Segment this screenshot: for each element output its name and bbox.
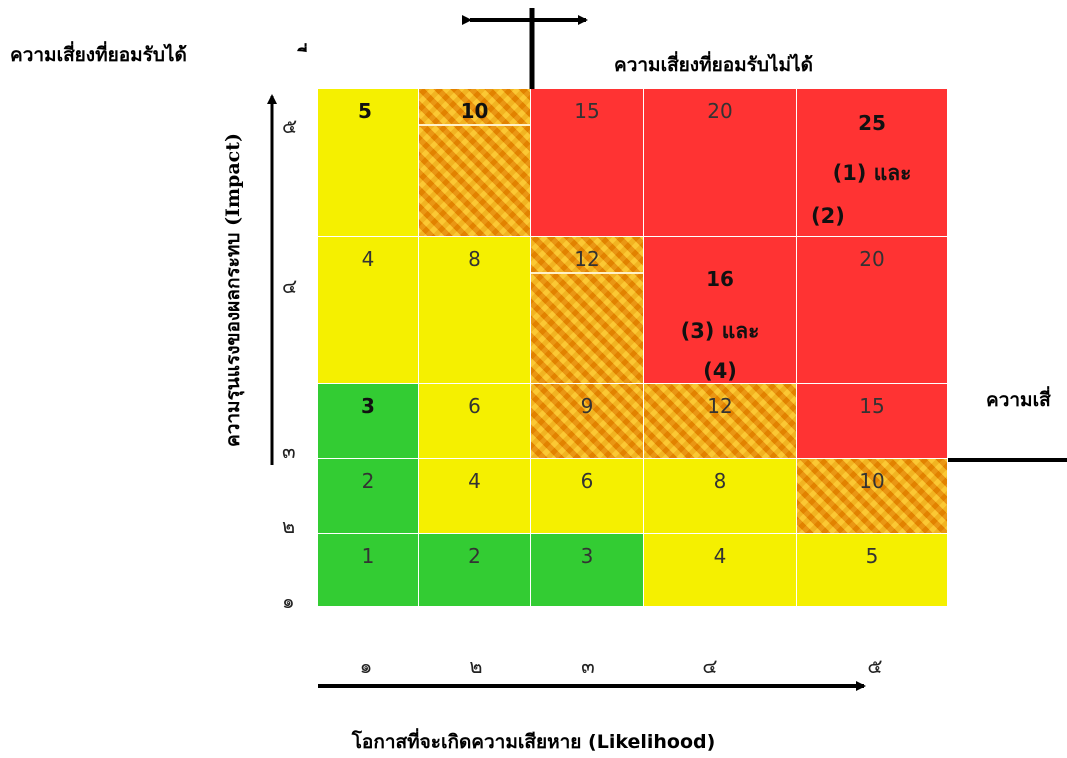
risk-cell: 15 xyxy=(797,384,948,459)
risk-score: 6 xyxy=(580,469,594,493)
x-tick-4: ๔ xyxy=(702,654,718,678)
risk-score: 5 xyxy=(358,99,372,123)
risk-note: (4) xyxy=(703,359,737,383)
acceptable-risk-label: ความเสี่ยงที่ยอมรับได้ xyxy=(10,44,187,66)
risk-score: 5 xyxy=(865,544,879,568)
y-tick-3: ๓ xyxy=(282,439,296,463)
risk-cell: 5 xyxy=(318,89,419,237)
risk-cell: 3 xyxy=(531,534,644,607)
risk-score: 3 xyxy=(580,544,594,568)
y-tick-1: ๑ xyxy=(282,589,295,613)
risk-note: (3) และ xyxy=(680,319,760,343)
risk-note: (1) และ xyxy=(832,161,912,185)
risk-cell: 16 (3) และ (4) xyxy=(644,237,797,384)
risk-cell: 4 xyxy=(318,237,419,384)
risk-score: 20 xyxy=(859,247,885,271)
risk-cell: 8 xyxy=(644,459,797,534)
y-tick-4: ๔ xyxy=(282,274,298,298)
risk-score: 3 xyxy=(361,394,375,418)
risk-score: 8 xyxy=(713,469,727,493)
risk-cell: 15 xyxy=(531,89,644,237)
risk-cell: 4 xyxy=(419,459,531,534)
risk-note: (2) xyxy=(811,204,845,228)
risk-score: 10 xyxy=(859,469,885,493)
risk-cell: 3 xyxy=(318,384,419,459)
y-axis-title: ความรุนแรงของผลกระทบ (Impact) xyxy=(222,133,244,447)
risk-score: 12 xyxy=(707,394,733,418)
risk-cell: 6 xyxy=(531,459,644,534)
x-tick-5: ๕ xyxy=(867,654,883,678)
risk-score: 1 xyxy=(361,544,375,568)
risk-cell: 9 xyxy=(531,384,644,459)
risk-score: 2 xyxy=(361,469,375,493)
risk-cell: 4 xyxy=(644,534,797,607)
risk-score: 6 xyxy=(468,394,481,418)
risk-cell: 10 xyxy=(797,459,948,534)
risk-cell: 8 xyxy=(419,237,531,384)
risk-cell: 20 xyxy=(797,237,948,384)
risk-score: 15 xyxy=(574,99,600,123)
risk-score: 10 xyxy=(460,99,489,123)
cell-divider-line xyxy=(531,272,643,274)
risk-cell: 12 xyxy=(644,384,797,459)
risk-cell: 12 xyxy=(531,237,644,384)
risk-score: 4 xyxy=(713,544,727,568)
risk-score: 25 xyxy=(858,111,886,135)
risk-score: 16 xyxy=(706,267,734,291)
risk-score: 2 xyxy=(468,544,481,568)
cell-divider-line xyxy=(419,124,530,126)
risk-cell: 10 xyxy=(419,89,531,237)
risk-cell: 25 (1) และ (2) xyxy=(797,89,948,237)
x-tick-1: ๑ xyxy=(359,654,373,678)
risk-cell: 6 xyxy=(419,384,531,459)
risk-score: 4 xyxy=(468,469,481,493)
risk-score: 9 xyxy=(580,394,594,418)
risk-cell: 20 xyxy=(644,89,797,237)
y-tick-5: ๕ xyxy=(282,114,298,138)
risk-score: 20 xyxy=(707,99,733,123)
unacceptable-risk-label: ความเสี่ยงที่ยอมรับไม่ได้ xyxy=(614,54,813,76)
risk-score: 12 xyxy=(574,247,600,271)
right-risk-fragment: ความเสี่ xyxy=(986,389,1051,411)
x-tick-3: ๓ xyxy=(581,654,595,678)
x-tick-2: ๒ xyxy=(469,654,483,678)
risk-cell: 1 xyxy=(318,534,419,607)
y-tick-2: ๒ xyxy=(282,514,296,538)
x-axis-title: โอกาสที่จะเกิดความเสียหาย (Likelihood) xyxy=(351,731,716,753)
risk-score: 15 xyxy=(859,394,885,418)
risk-cell: 5 xyxy=(797,534,948,607)
risk-score: 8 xyxy=(468,247,481,271)
risk-score: 4 xyxy=(361,247,375,271)
risk-cell: 2 xyxy=(318,459,419,534)
risk-cell: 2 xyxy=(419,534,531,607)
